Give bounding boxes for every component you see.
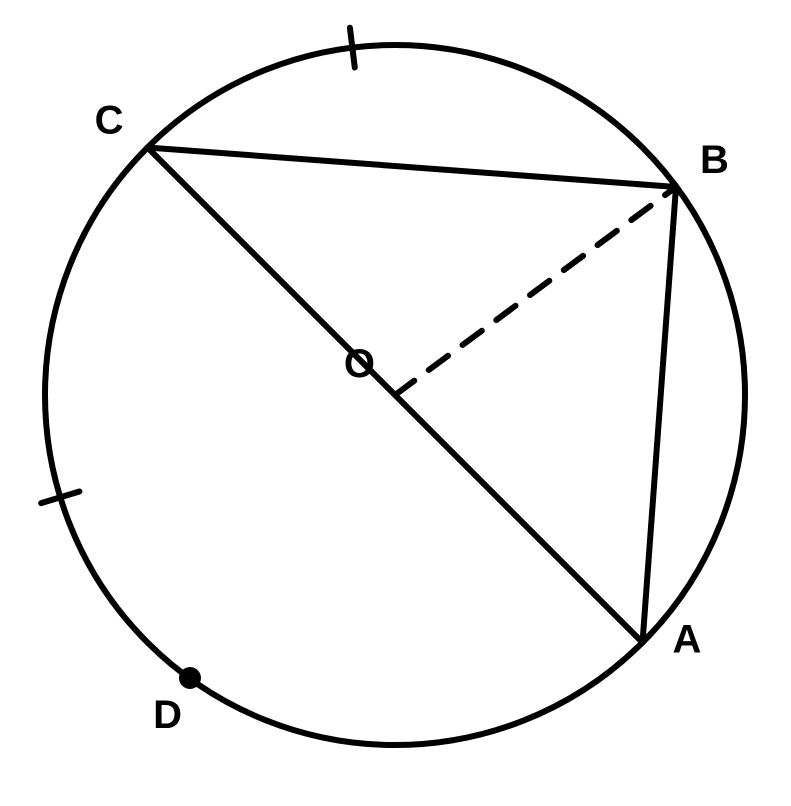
label-D: D <box>153 693 182 737</box>
segment-CB <box>148 148 677 188</box>
label-O: O <box>344 342 375 386</box>
segment-OB <box>395 187 676 395</box>
arc-tick-1 <box>350 28 355 68</box>
segment-BA <box>643 187 677 643</box>
label-B: B <box>700 138 729 182</box>
point-D-dot <box>179 667 201 689</box>
label-C: C <box>95 99 124 143</box>
label-A: A <box>673 618 702 662</box>
